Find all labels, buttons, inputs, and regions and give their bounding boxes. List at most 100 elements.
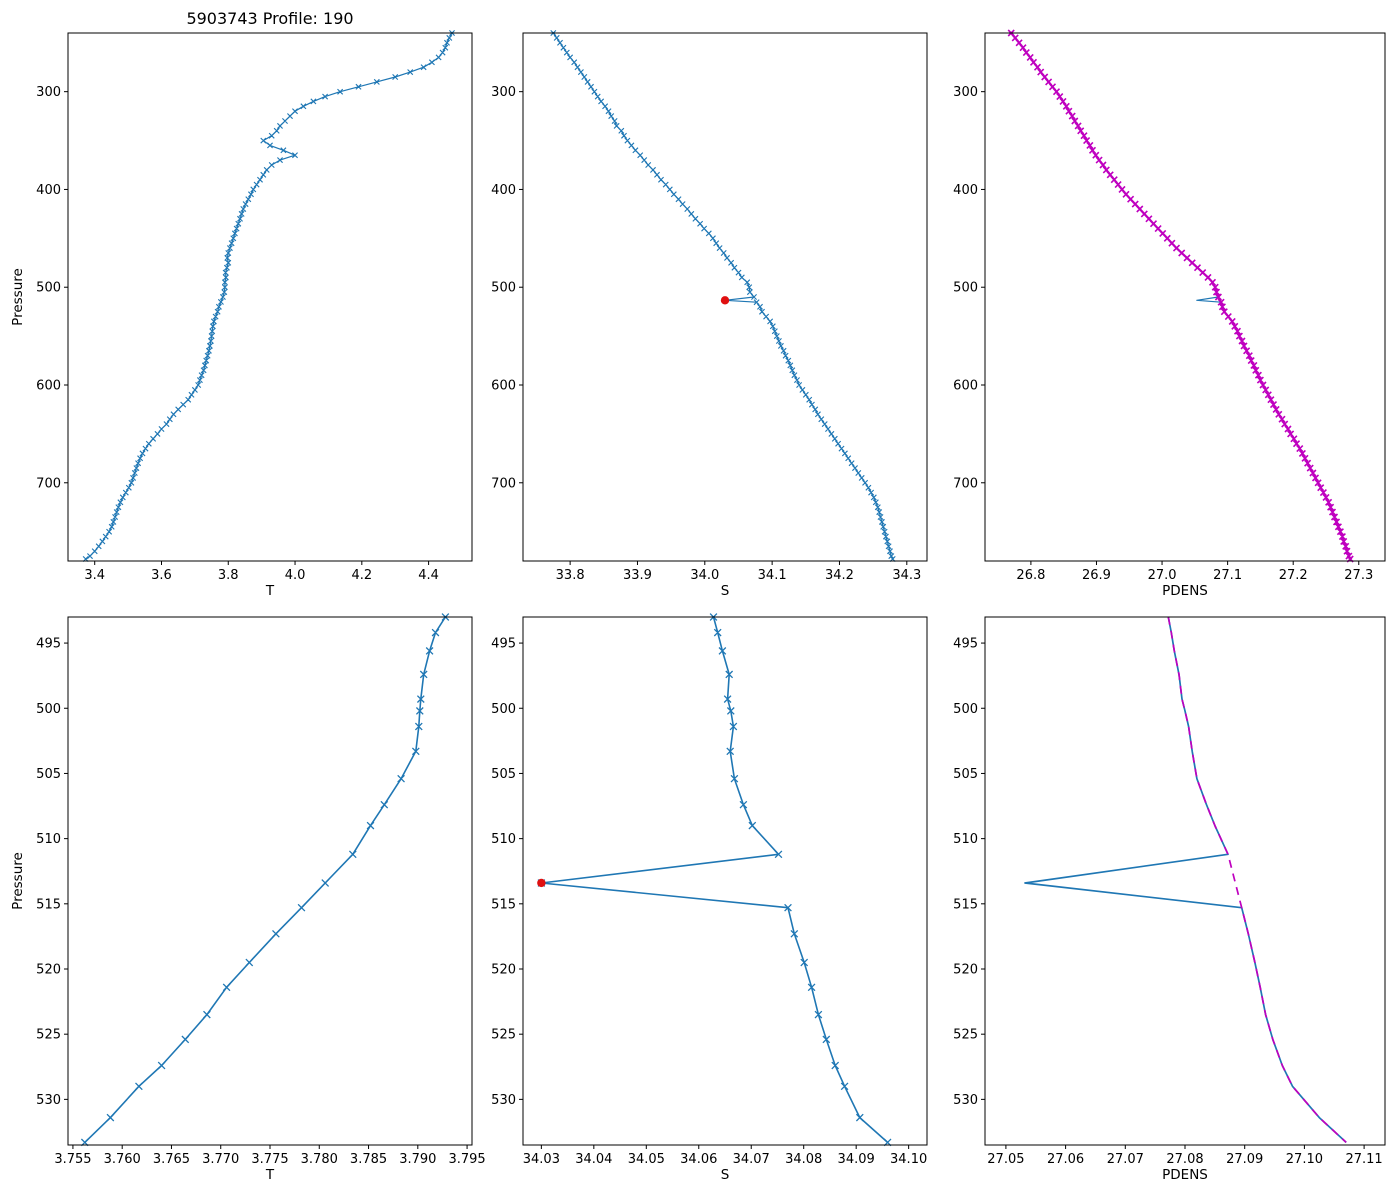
x-tick-label: 3.8 <box>218 568 239 583</box>
series-line-salinity <box>540 616 889 1143</box>
x-tick-label: 3.6 <box>151 568 172 583</box>
y-tick-label: 530 <box>953 1093 978 1108</box>
x-tick-label: 3.785 <box>350 1152 387 1167</box>
x-axis-label: PDENS <box>1162 1167 1208 1183</box>
x-tick-label: 3.770 <box>202 1152 239 1167</box>
x-tick-label: 34.10 <box>890 1152 927 1167</box>
x-tick-label: 34.1 <box>758 568 787 583</box>
series-line-pdens-adjusted <box>1167 616 1347 1144</box>
y-tick-label: 700 <box>36 476 61 491</box>
y-tick-label: 515 <box>36 897 61 912</box>
y-tick-label: 500 <box>491 702 516 717</box>
x-tick-label: 27.07 <box>1107 1152 1144 1167</box>
y-tick-label: 500 <box>953 702 978 717</box>
series-line-pdens-raw <box>1010 32 1351 560</box>
x-tick-label: 34.03 <box>523 1152 560 1167</box>
x-tick-label: 3.4 <box>84 568 105 583</box>
y-tick-label: 515 <box>491 897 516 912</box>
x-tick-label: 27.2 <box>1279 568 1308 583</box>
x-tick-label: 27.1 <box>1213 568 1242 583</box>
x-axis-label: S <box>721 583 730 599</box>
axes-spines <box>522 616 928 1146</box>
x-tick-label: 3.775 <box>251 1152 288 1167</box>
series-line-pdens-raw <box>1024 616 1347 1144</box>
x-tick-label: 27.09 <box>1226 1152 1263 1167</box>
panel-temperature-full: 3.4 3.6 3.8 4.0 4.2 4.4 300 400 500 600 700 T Pressu… <box>10 30 473 599</box>
x-tick-label: 27.3 <box>1344 568 1373 583</box>
y-tick-label: 510 <box>36 832 61 847</box>
y-tick-label: 520 <box>36 963 61 978</box>
panel-temperature-zoom: 3.755 3.760 3.765 3.770 3.775 3.780 3.785 3.790… <box>10 613 486 1183</box>
x-tick-label: 27.10 <box>1286 1152 1323 1167</box>
x-tick-label: 27.08 <box>1166 1152 1203 1167</box>
series-line-salinity <box>552 32 894 560</box>
y-tick-label: 505 <box>36 767 61 782</box>
y-tick-label: 525 <box>953 1028 978 1043</box>
y-tick-label: 600 <box>36 379 61 394</box>
y-tick-label: 600 <box>491 379 516 394</box>
series-line-temperature <box>85 32 453 560</box>
x-tick-label: 34.05 <box>628 1152 665 1167</box>
x-tick-label: 27.11 <box>1345 1152 1382 1167</box>
y-tick-label: 495 <box>36 637 61 652</box>
x-tick-label: 34.08 <box>785 1152 822 1167</box>
x-tick-label: 3.780 <box>301 1152 338 1167</box>
y-tick-label: 400 <box>491 183 516 198</box>
y-tick-label: 500 <box>36 281 61 296</box>
x-tick-label: 3.755 <box>54 1152 91 1167</box>
y-tick-label: 300 <box>953 85 978 100</box>
x-axis-label: PDENS <box>1162 583 1208 599</box>
y-tick-label: 600 <box>953 379 978 394</box>
y-tick-label: 520 <box>953 963 978 978</box>
series-markers-temperature <box>80 613 450 1147</box>
y-axis-label: Pressure <box>10 852 26 910</box>
x-tick-label: 34.09 <box>838 1152 875 1167</box>
y-tick-label: 400 <box>953 183 978 198</box>
x-tick-label: 3.795 <box>448 1152 485 1167</box>
panel-salinity-full: 33.8 33.9 34.0 34.1 34.2 34.3 300 400 500 600 700 S <box>491 30 928 599</box>
panel-pdens-zoom: 27.05 27.06 27.07 27.08 27.09 27.10 27.11 495 50… <box>953 616 1386 1183</box>
x-tick-label: 33.8 <box>556 568 585 583</box>
y-tick-label: 505 <box>491 767 516 782</box>
x-tick-label: 3.765 <box>153 1152 190 1167</box>
series-markers-salinity <box>537 613 892 1147</box>
x-axis-label: T <box>265 1167 275 1183</box>
x-tick-label: 34.3 <box>892 568 921 583</box>
y-axis-label: Pressure <box>10 268 26 326</box>
x-tick-label: 34.04 <box>575 1152 612 1167</box>
y-tick-label: 530 <box>491 1093 516 1108</box>
y-tick-label: 525 <box>36 1028 61 1043</box>
y-tick-label: 520 <box>491 963 516 978</box>
x-tick-label: 34.06 <box>680 1152 717 1167</box>
y-tick-label: 505 <box>953 767 978 782</box>
y-tick-label: 515 <box>953 897 978 912</box>
panel-pdens-full: 26.8 26.9 27.0 27.1 27.2 27.3 300 400 500 600 700 P… <box>953 29 1386 599</box>
y-tick-label: 500 <box>491 281 516 296</box>
y-tick-label: 495 <box>491 637 516 652</box>
x-tick-label: 26.8 <box>1016 568 1045 583</box>
x-tick-label: 27.0 <box>1148 568 1177 583</box>
y-tick-label: 500 <box>953 281 978 296</box>
x-tick-label: 34.2 <box>825 568 854 583</box>
y-tick-label: 500 <box>36 702 61 717</box>
series-line-temperature <box>84 616 447 1143</box>
x-tick-label: 3.790 <box>399 1152 436 1167</box>
axes-spines <box>522 32 928 562</box>
y-tick-label: 530 <box>36 1093 61 1108</box>
x-tick-label: 4.0 <box>285 568 306 583</box>
x-tick-label: 4.4 <box>418 568 439 583</box>
axes-spines <box>984 616 1386 1146</box>
flagged-point-marker <box>537 878 546 888</box>
x-tick-label: 4.2 <box>351 568 372 583</box>
series-markers-temperature <box>82 30 455 562</box>
y-tick-label: 495 <box>953 637 978 652</box>
figure-title: 5903743 Profile: 190 <box>186 9 354 28</box>
x-tick-label: 3.760 <box>104 1152 141 1167</box>
x-axis-label: S <box>721 1167 730 1183</box>
panel-salinity-zoom: 34.03 34.04 34.05 34.06 34.07 34.08 34.09 34.10… <box>491 613 928 1183</box>
x-tick-label: 27.06 <box>1047 1152 1084 1167</box>
flagged-point-marker <box>720 296 730 305</box>
x-tick-label: 27.05 <box>987 1152 1024 1167</box>
x-tick-label: 26.9 <box>1082 568 1111 583</box>
